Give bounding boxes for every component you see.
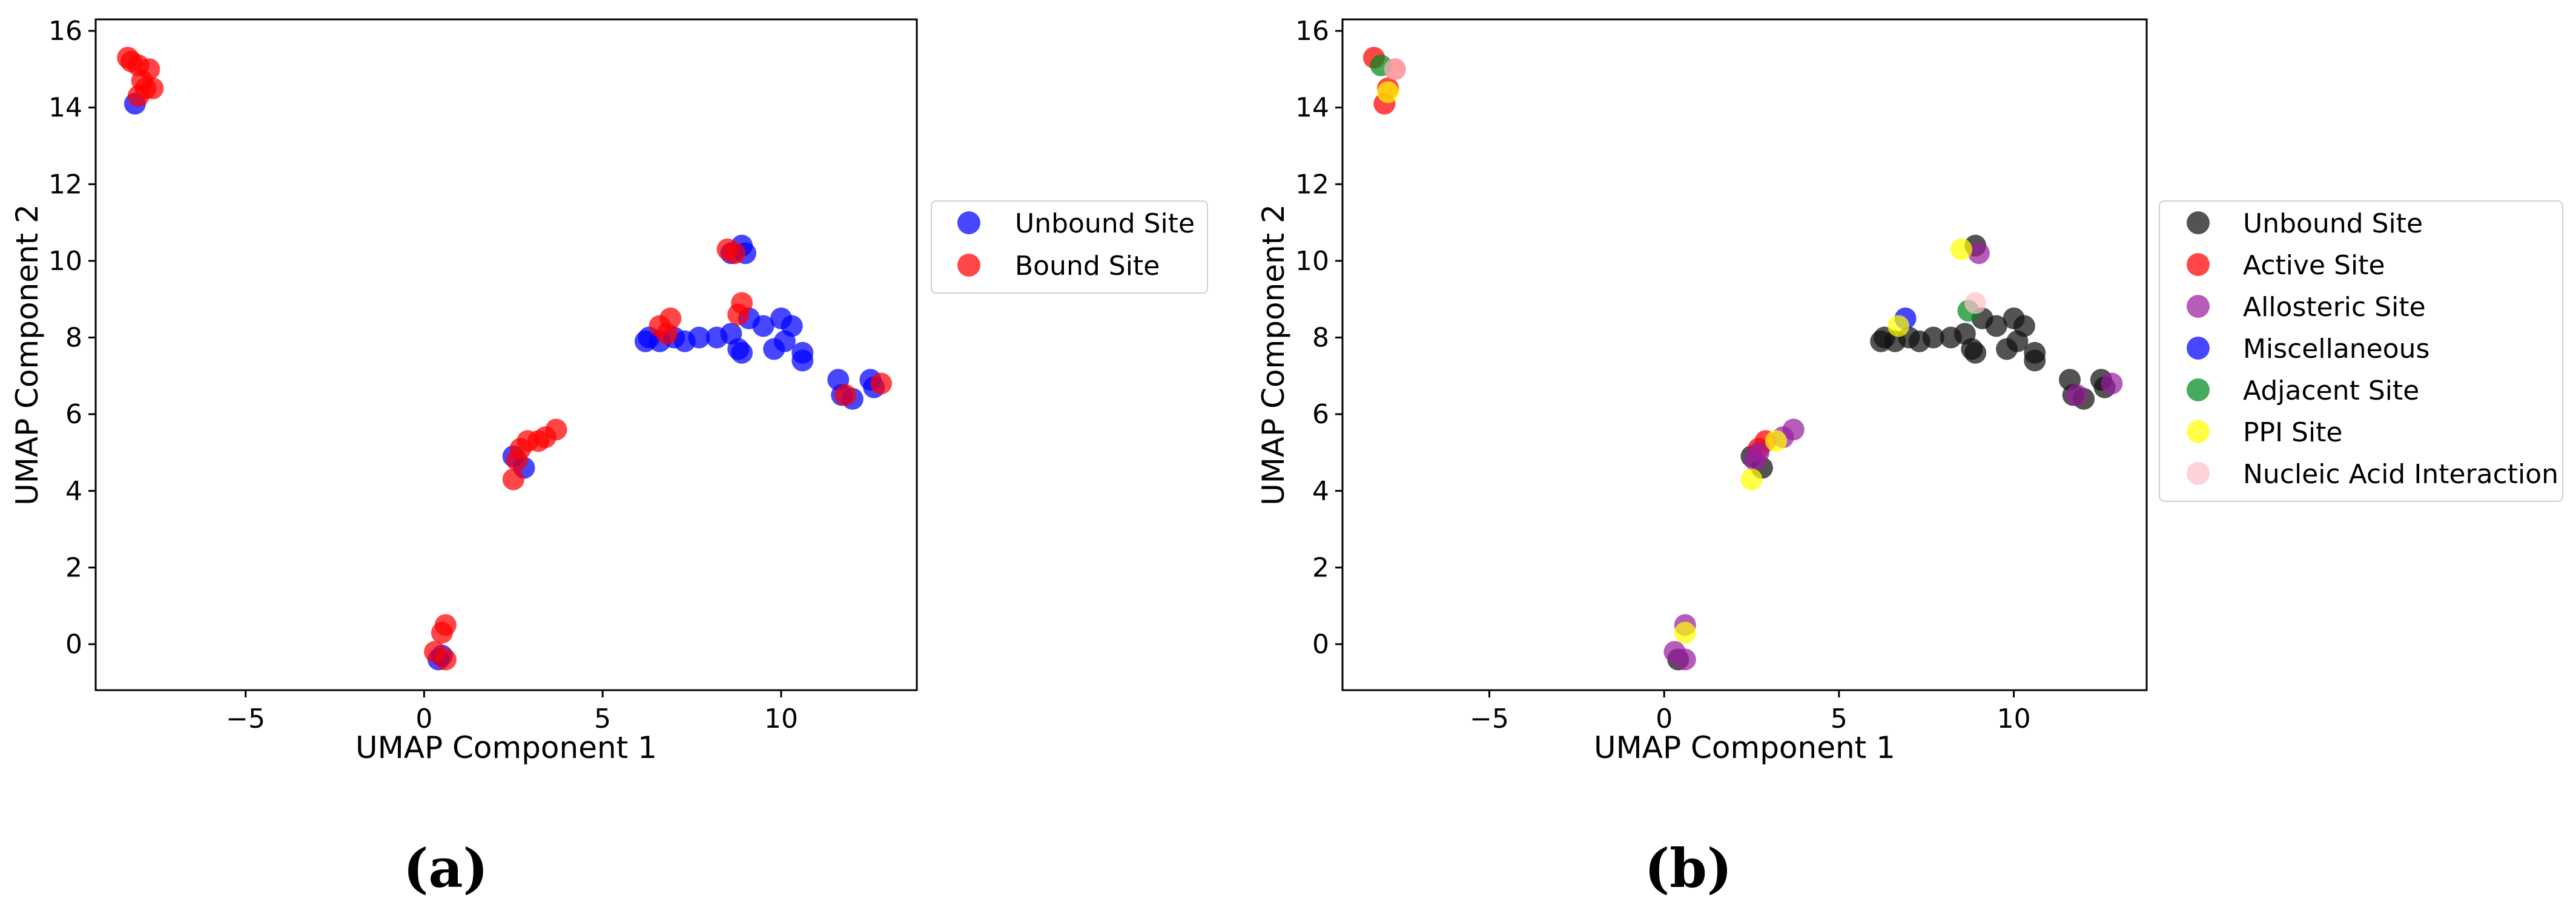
panel-b-legend-label-miscellaneous: Miscellaneous — [2243, 334, 2429, 364]
panel-a: −5 0 5 10 0 2 4 6 8 10 12 14 16 UMAP Component 1 UM… — [10, 16, 1208, 900]
panel-b-y-tick-label: 0 — [1312, 629, 1329, 660]
panel-b-point-unbound-site-11 — [1964, 341, 1987, 364]
panel-a-y-tick-label: 16 — [48, 16, 82, 47]
panel-a-y-tick-label: 10 — [48, 246, 82, 277]
panel-a-legend-label-unbound-site: Unbound Site — [1015, 208, 1195, 239]
panel-b-legend-marker-allosteric-site — [2187, 295, 2210, 318]
panel-b-legend-marker-nucleic-acid-interaction — [2187, 462, 2210, 485]
panel-a-legend-marker-unbound-site — [957, 211, 980, 234]
panel-b-legend-label-ppi-site: PPI Site — [2243, 417, 2343, 448]
panel-a-point-unbound-site-16 — [752, 315, 774, 337]
panel-b-axes-frame — [1341, 18, 2148, 691]
panel-b-legend-marker-active-site — [2187, 253, 2210, 276]
panel-b-legend-label-unbound-site: Unbound Site — [2243, 208, 2423, 239]
panel-b-point-unbound-site-17 — [2013, 315, 2035, 337]
panel-a-point-bound-site-18 — [434, 648, 457, 671]
panel-b-point-ppi-site-4 — [1887, 315, 1910, 337]
panel-b-point-nucleic-acid-interaction-1 — [1964, 292, 1987, 314]
panel-a-legend-label-bound-site: Bound Site — [1015, 251, 1160, 282]
panel-b-point-ppi-site-0 — [1377, 81, 1399, 104]
panel-a-y-tick-label: 12 — [48, 169, 82, 200]
panel-b-legend-marker-miscellaneous — [2187, 337, 2210, 360]
panel-b-x-ticks: −5 0 5 10 — [1470, 690, 2031, 734]
panel-a-point-unbound-site-14 — [731, 341, 753, 364]
panel-a-point-unbound-site-20 — [781, 315, 803, 337]
panel-a-x-tick-label: 5 — [594, 703, 611, 734]
panel-a-y-tick-label: 0 — [65, 629, 82, 660]
panel-b-point-ppi-site-3 — [1674, 622, 1696, 644]
panel-b-y-tick-label: 4 — [1312, 476, 1329, 507]
panel-a-y-tick-label: 4 — [65, 476, 82, 507]
panel-b-point-unbound-site-13 — [1985, 315, 2007, 337]
panel-b-legend-marker-ppi-site — [2187, 420, 2210, 443]
panel-a-y-tick-label: 2 — [65, 552, 82, 583]
panel-b-y-tick-label: 16 — [1295, 16, 1329, 47]
panel-b-point-nucleic-acid-interaction-0 — [1384, 58, 1406, 81]
panel-b-y-tick-label: 12 — [1295, 169, 1329, 200]
panel-a-x-tick-label: −5 — [226, 703, 265, 734]
panel-a-legend: Unbound Site Bound Site — [931, 200, 1208, 294]
panel-b-legend-label-adjacent-site: Adjacent Site — [2243, 375, 2419, 406]
panel-b-point-allosteric-site-2 — [1782, 418, 1805, 441]
panel-b-point-allosteric-site-6 — [1967, 242, 1990, 265]
panel-b-legend-box — [2159, 200, 2563, 502]
panel-b-x-axis-label: UMAP Component 1 — [1594, 730, 1895, 765]
panel-a-point-bound-site-23 — [724, 242, 746, 265]
panel-b-y-tick-label: 6 — [1312, 399, 1329, 430]
panel-a-axes-frame — [94, 18, 918, 691]
panel-b-y-tick-label: 10 — [1295, 246, 1329, 277]
panel-b-x-tick-label: 5 — [1831, 703, 1848, 734]
panel-b-point-allosteric-site-5 — [1674, 648, 1696, 671]
panel-b-point-allosteric-site-9 — [1748, 441, 1770, 464]
panel-b-legend-label-allosteric-site: Allosteric Site — [2243, 292, 2426, 323]
panel-a-legend-marker-bound-site — [957, 254, 980, 277]
panel-b-y-tick-label: 8 — [1312, 323, 1329, 354]
panel-a-point-bound-site-8 — [502, 468, 524, 490]
panel-b-y-tick-label: 14 — [1295, 93, 1329, 124]
panel-a-point-unbound-site-22 — [791, 349, 814, 372]
panel-a-point-bound-site-21 — [656, 323, 678, 345]
panel-a-y-axis-label: UMAP Component 2 — [10, 204, 45, 506]
panel-b-point-ppi-site-2 — [1765, 430, 1787, 452]
panel-b: −5 0 5 10 0 2 4 6 8 10 12 14 16 UMAP Component 1 UM… — [1256, 16, 2563, 900]
panel-a-x-axis-label: UMAP Component 1 — [355, 730, 657, 765]
panel-b-y-tick-label: 2 — [1312, 552, 1329, 583]
panel-a-scatter-points — [117, 47, 892, 671]
panel-a-point-bound-site-7 — [127, 85, 150, 107]
panel-b-legend: Unbound Site Active Site Allosteric Site… — [2159, 200, 2563, 502]
panel-a-point-bound-site-16 — [434, 614, 457, 636]
panel-b-point-unbound-site-19 — [2024, 349, 2046, 372]
panel-a-y-tick-label: 14 — [48, 93, 82, 124]
panel-b-scatter-points — [1363, 47, 2123, 671]
panel-b-x-tick-label: 0 — [1656, 703, 1673, 734]
panel-b-x-tick-label: −5 — [1470, 703, 1509, 734]
panel-a-y-tick-label: 6 — [65, 399, 82, 430]
panel-b-legend-marker-unbound-site — [2187, 211, 2210, 234]
panel-b-point-unbound-site-7 — [1922, 326, 1944, 349]
panel-b-point-allosteric-site-8 — [2101, 372, 2123, 395]
panel-b-y-axis-label: UMAP Component 2 — [1256, 204, 1291, 506]
panel-b-x-tick-label: 10 — [1997, 703, 2031, 734]
panel-b-legend-label-active-site: Active Site — [2243, 250, 2385, 281]
panel-a-label: (a) — [403, 837, 488, 900]
panel-a-point-bound-site-26 — [834, 384, 857, 406]
panel-a-x-ticks: −5 0 5 10 — [226, 690, 798, 734]
panel-b-y-ticks: 0 2 4 6 8 10 12 14 16 — [1295, 16, 1342, 660]
panel-a-point-bound-site-25 — [731, 292, 753, 314]
panel-a-point-bound-site-14 — [545, 418, 567, 441]
panel-b-label: (b) — [1645, 837, 1732, 900]
panel-b-point-ppi-site-5 — [1950, 238, 1972, 260]
panel-a-y-ticks: 0 2 4 6 8 10 12 14 16 — [48, 16, 96, 660]
panel-a-y-tick-label: 8 — [65, 323, 82, 354]
panel-a-legend-box — [931, 200, 1208, 294]
panel-a-point-unbound-site-10 — [688, 326, 710, 349]
panel-b-legend-marker-adjacent-site — [2187, 378, 2210, 401]
panel-a-point-bound-site-27 — [870, 372, 892, 395]
panel-b-legend-label-nucleic-acid-interaction: Nucleic Acid Interaction — [2243, 459, 2558, 490]
panel-b-point-ppi-site-1 — [1740, 468, 1763, 490]
panel-a-x-tick-label: 0 — [415, 703, 432, 734]
panel-b-point-allosteric-site-7 — [2066, 384, 2088, 406]
panel-a-x-tick-label: 10 — [764, 703, 798, 734]
